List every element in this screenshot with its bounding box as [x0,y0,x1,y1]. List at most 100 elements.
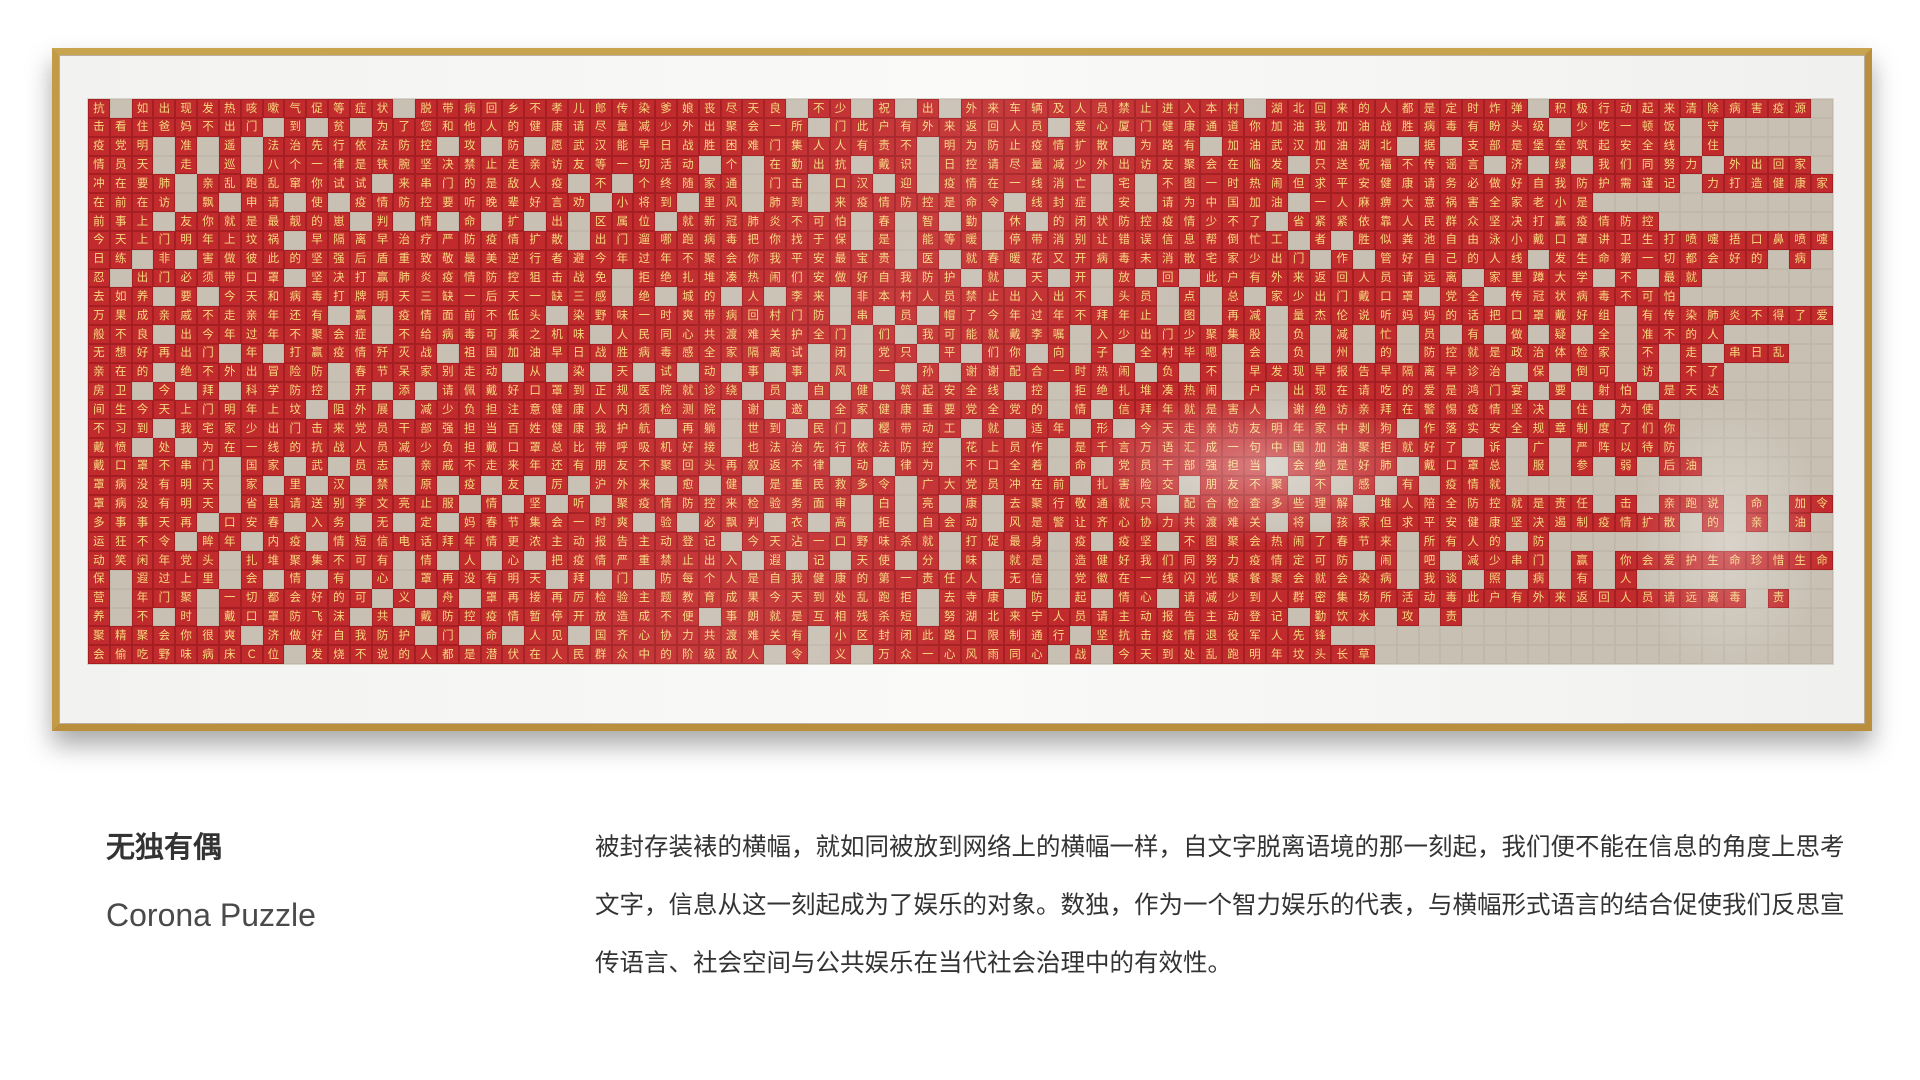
banner-character: 冒 [262,362,285,382]
empty-cell [327,362,350,382]
banner-character: 险 [1135,475,1157,495]
banner-character: 强 [327,249,350,269]
banner-character: 疫 [1025,136,1048,156]
banner-character: 责 [1767,588,1790,608]
banner-character: 加 [1331,117,1354,137]
banner-character: 嚏 [1702,230,1724,250]
banner-character: 厦 [1113,117,1135,137]
banner-character: 油 [1331,136,1354,156]
banner-character: 控 [1484,494,1506,514]
banner-character: 村 [1156,343,1179,363]
empty-cell [1680,438,1703,457]
empty-cell [1702,400,1724,420]
banner-character: 命 [1745,494,1768,514]
empty-cell [1440,645,1463,664]
banner-character: 比 [567,438,590,457]
banner-character: 跑 [240,174,263,194]
banner-character: 线 [1658,136,1681,156]
banner-character: 毒 [1593,287,1615,307]
banner-character: 验 [764,494,786,514]
banner-character: 心 [1025,645,1048,664]
banner-character: 全 [698,343,721,363]
banner-character: 同 [1004,645,1026,664]
banner-character: 有 [327,569,350,589]
banner-character: 国 [1287,438,1310,457]
banner-character: 绝 [1309,400,1332,420]
banner-character: 会 [1287,569,1310,589]
banner-character: 在 [1331,381,1354,401]
banner-character: 扩 [1069,136,1092,156]
banner-character: 开 [1069,249,1092,269]
banner-character: 所 [1418,532,1441,551]
empty-cell [1767,287,1790,307]
banner-character: 在 [524,645,547,664]
empty-cell [1505,569,1528,589]
banner-character: 员 [1636,588,1659,608]
banner-character: 有 [851,136,874,156]
empty-cell [1309,325,1332,344]
banner-character: 是 [349,155,372,175]
empty-cell [720,532,743,551]
empty-cell [764,513,786,533]
empty-cell [153,136,176,156]
banner-character: 言 [1113,438,1135,457]
banner-character: 小 [829,626,852,646]
banner-character: 罩 [546,381,568,401]
banner-character: 勤 [786,155,808,175]
banner-character: 主 [546,532,568,551]
empty-cell [982,513,1005,533]
banner-character: 聚 [175,588,198,608]
empty-cell [393,569,416,589]
empty-cell [938,212,961,231]
empty-cell [1811,607,1833,627]
empty-cell [1396,456,1419,476]
banner-character: 年 [240,343,263,363]
banner-character: 能 [611,136,634,156]
banner-character: 来 [393,174,416,194]
empty-cell [1505,607,1528,627]
banner-character: 减 [1462,551,1484,570]
empty-cell [589,325,612,344]
banner-character: 赢 [306,343,328,363]
banner-character: 行 [829,438,852,457]
banner-character: 有 [153,475,176,495]
banner-character: 早 [1309,362,1332,382]
empty-cell [1200,306,1223,325]
banner-character: 决 [437,155,459,175]
banner-character: 便 [676,607,699,627]
banner-character: 及 [1047,99,1070,118]
empty-cell [1287,193,1310,212]
banner-character: 一 [916,645,939,664]
banner-character: 炎 [764,212,786,231]
banner-character: 少 [1287,287,1310,307]
banner-character: 疫 [1244,551,1266,570]
banner-character: 县 [262,494,285,514]
banner-character: 热 [1091,362,1114,382]
banner-character: 以 [1614,438,1637,457]
empty-cell [1789,136,1812,156]
banner-character: 济 [1505,155,1528,175]
empty-cell [829,551,852,570]
banner-character: 坚 [1505,513,1528,533]
banner-character: 堆 [262,551,285,570]
banner-character: 困 [720,136,743,156]
empty-cell [1767,456,1790,476]
banner-character: 天 [197,494,219,514]
banner-character: 能 [916,230,939,250]
banner-character: 最 [1658,268,1681,288]
banner-character: 令 [982,193,1005,212]
banner-character: 服 [437,494,459,514]
empty-cell [1244,287,1266,307]
banner-character: 健 [807,569,830,589]
banner-character: 处 [153,438,176,457]
banner-character: 机 [655,438,677,457]
banner-character: 护 [938,268,961,288]
empty-cell [1811,626,1833,646]
banner-character: 访 [153,193,176,212]
banner-character: 切 [633,155,656,175]
banner-character: 依 [1353,212,1375,231]
banner-character: 责 [873,136,896,156]
banner-character: 少 [655,117,677,137]
banner-character: 不 [393,325,416,344]
empty-cell [175,381,198,401]
